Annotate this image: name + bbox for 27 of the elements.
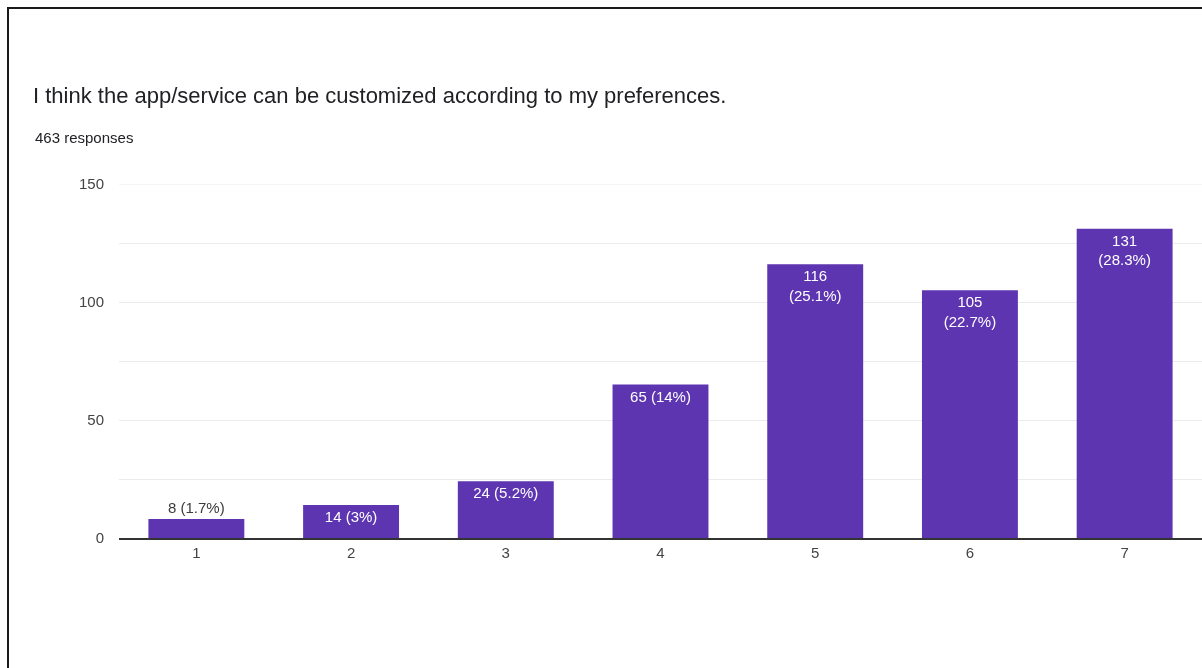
x-tick-label: 6 <box>965 544 975 561</box>
data-label: 65 (14%) <box>630 387 691 405</box>
chart-title: I think the app/service can be customized according to my preferences. <box>33 82 727 108</box>
bar <box>457 481 554 538</box>
bar <box>767 264 864 538</box>
data-label: 116 (25.1%) <box>788 267 842 304</box>
bar <box>612 384 709 538</box>
chart-subtitle: 463 responses <box>35 129 134 146</box>
x-tick-label: 4 <box>656 544 665 561</box>
x-tick-label: 2 <box>346 544 356 561</box>
bar <box>148 519 245 538</box>
bar <box>1076 228 1173 538</box>
y-tick-label: 100 <box>78 293 104 311</box>
data-label: 8 (1.7%) <box>168 499 225 517</box>
x-tick-label: 3 <box>501 544 510 561</box>
x-tick-label: 5 <box>811 544 820 561</box>
y-tick-label: 150 <box>78 175 104 193</box>
x-tick-label: 7 <box>1120 544 1129 561</box>
bar <box>921 290 1018 538</box>
y-tick-label: 50 <box>87 411 104 429</box>
bar <box>303 504 400 538</box>
x-tick-label: 1 <box>192 544 201 561</box>
data-label: 24 (5.2%) <box>473 484 539 502</box>
data-label: 14 (3%) <box>324 507 378 525</box>
data-label: 105 (22.7%) <box>943 293 997 330</box>
y-tick-label: 0 <box>95 529 104 547</box>
data-label: 131 (28.3%) <box>1098 231 1151 269</box>
